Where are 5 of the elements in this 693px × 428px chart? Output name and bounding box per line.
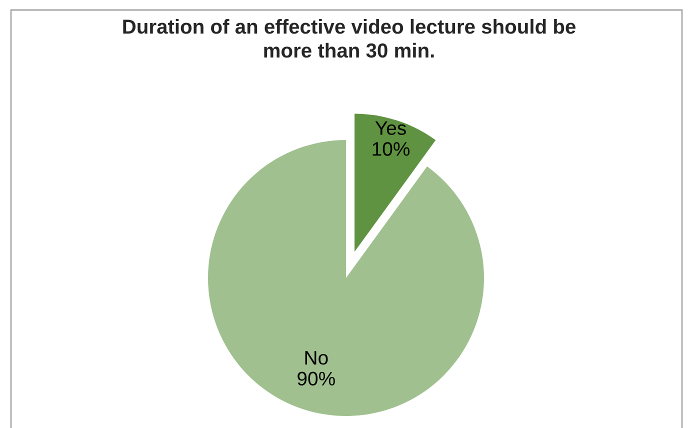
data-label: 90% <box>298 372 335 386</box>
chart-title: Duration of an effective video lecture should be more than 30 min. <box>123 19 576 58</box>
slice-label: No <box>305 351 328 365</box>
data-label: 10% <box>372 142 410 156</box>
slice-label: Yes <box>375 121 406 135</box>
